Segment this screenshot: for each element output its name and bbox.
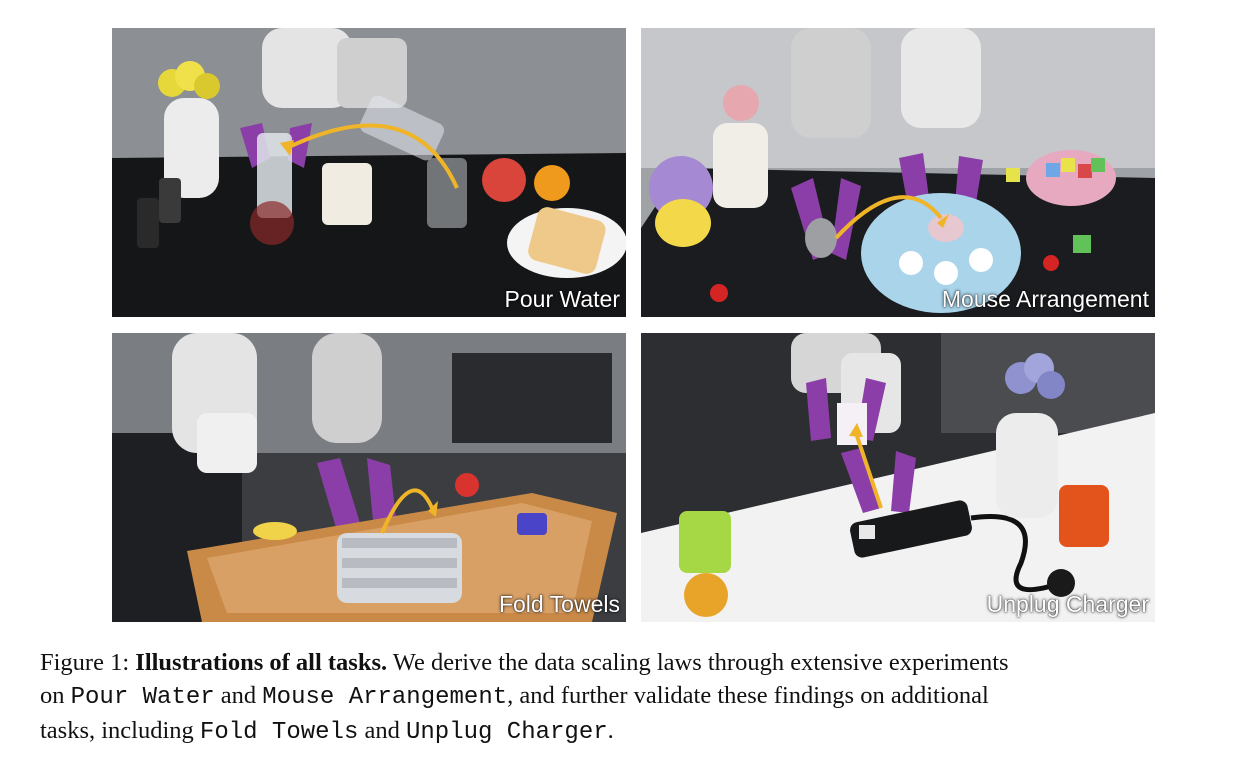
panel-mouse-arrangement: Mouse Arrangement: [641, 28, 1155, 317]
caption-text: , and further validate these findings on…: [507, 682, 989, 709]
task-name-mouse-arrangement: Mouse Arrangement: [262, 684, 508, 711]
caption-line-3: tasks, including Fold Towels and Unplug …: [40, 714, 1230, 749]
caption-line-2: on Pour Water and Mouse Arrangement, and…: [40, 679, 1230, 714]
fold-towels-photo: [112, 333, 626, 622]
caption-line-1: Figure 1: Illustrations of all tasks. We…: [40, 646, 1230, 679]
task-name-unplug-charger: Unplug Charger: [405, 719, 608, 746]
caption-title: Illustrations of all tasks.: [135, 649, 388, 676]
caption-text: and: [358, 717, 406, 744]
panel-pour-water: Pour Water: [112, 28, 626, 317]
caption-text: on: [40, 682, 71, 709]
panel-label: Fold Towels: [498, 591, 620, 617]
mouse-arrangement-photo: [641, 28, 1155, 317]
caption-text: and: [214, 682, 263, 709]
unplug-charger-photo: [641, 333, 1155, 622]
caption-text: .: [607, 717, 614, 744]
caption-text: tasks, including: [40, 717, 200, 744]
panel-fold-towels: Fold Towels: [112, 333, 626, 622]
pour-water-photo: [112, 28, 626, 317]
caption-text: We derive the data scaling laws through …: [387, 649, 1009, 676]
panel-label: Pour Water: [504, 286, 620, 312]
figure-caption: Figure 1: Illustrations of all tasks. We…: [40, 646, 1230, 749]
task-name-pour-water: Pour Water: [70, 684, 215, 711]
panel-label: Mouse Arrangement: [941, 286, 1149, 312]
panel-unplug-charger: Unplug Charger: [641, 333, 1155, 622]
panel-label: Unplug Charger: [986, 591, 1149, 617]
task-name-fold-towels: Fold Towels: [199, 719, 359, 746]
caption-prefix: Figure 1:: [40, 649, 136, 676]
